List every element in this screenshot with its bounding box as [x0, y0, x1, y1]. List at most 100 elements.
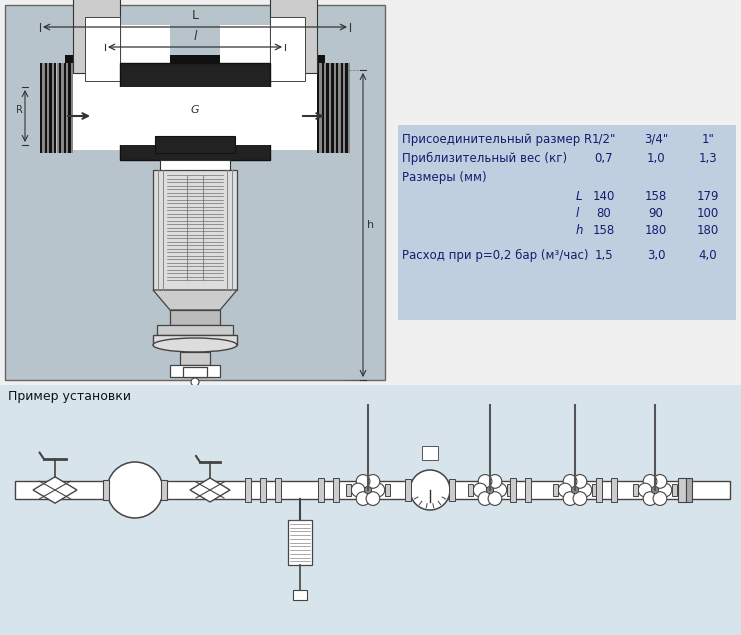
Circle shape	[658, 483, 672, 497]
Bar	[73, 0, 120, 73]
Bar	[160, 160, 230, 215]
Bar	[318, 478, 324, 502]
Text: G: G	[190, 105, 199, 115]
Bar	[270, 0, 317, 73]
Text: 1,3: 1,3	[699, 152, 717, 165]
Polygon shape	[33, 477, 77, 503]
Bar	[288, 520, 312, 565]
Bar	[468, 484, 473, 497]
Bar	[348, 63, 350, 153]
Bar	[336, 63, 338, 153]
Bar	[56, 63, 59, 153]
Circle shape	[486, 486, 494, 493]
Polygon shape	[153, 290, 237, 310]
Text: Размеры (мм): Размеры (мм)	[402, 171, 487, 184]
Bar	[672, 484, 677, 497]
Text: 0,7: 0,7	[595, 152, 614, 165]
Bar	[333, 63, 336, 153]
Bar	[62, 63, 64, 153]
Bar	[554, 484, 558, 497]
Bar	[157, 325, 233, 335]
Bar	[170, 365, 220, 377]
Text: 100: 100	[697, 207, 719, 220]
Bar	[15, 481, 730, 499]
Text: L: L	[191, 9, 199, 22]
Text: h: h	[576, 224, 583, 237]
Bar	[220, 25, 317, 85]
Bar	[47, 63, 50, 153]
Circle shape	[493, 483, 507, 497]
Bar	[153, 170, 237, 290]
Bar	[66, 63, 68, 153]
Bar	[686, 478, 692, 502]
Bar	[405, 479, 411, 501]
Bar	[507, 484, 511, 497]
Bar	[0, 385, 741, 635]
Bar	[327, 63, 329, 153]
Text: 179: 179	[697, 190, 720, 203]
Bar	[345, 63, 348, 153]
Circle shape	[563, 474, 577, 488]
Bar	[346, 484, 351, 497]
Bar	[54, 63, 56, 153]
Bar	[398, 125, 736, 320]
Bar	[73, 25, 170, 85]
Text: 90: 90	[648, 207, 663, 220]
Bar	[341, 63, 343, 153]
Bar	[245, 478, 251, 502]
Bar	[343, 63, 345, 153]
Circle shape	[653, 474, 667, 488]
Text: 158: 158	[593, 224, 615, 237]
Text: R: R	[16, 105, 23, 115]
Bar	[293, 590, 307, 600]
Text: 1,0: 1,0	[647, 152, 665, 165]
Text: l: l	[193, 30, 197, 43]
Polygon shape	[190, 478, 230, 502]
Circle shape	[473, 483, 487, 497]
Text: Присоединительный размер R: Присоединительный размер R	[402, 133, 592, 146]
Bar	[385, 484, 390, 497]
Circle shape	[356, 474, 370, 488]
Circle shape	[558, 483, 572, 497]
Circle shape	[571, 486, 579, 493]
Bar	[183, 367, 207, 377]
Text: Расход при р=0,2 бар (м³/час): Расход при р=0,2 бар (м³/час)	[402, 249, 588, 262]
Bar	[324, 63, 327, 153]
Bar	[50, 63, 52, 153]
Text: 3,0: 3,0	[647, 249, 665, 262]
Circle shape	[410, 470, 450, 510]
Bar	[260, 478, 266, 502]
Circle shape	[573, 474, 587, 488]
Bar	[68, 63, 70, 153]
Bar	[329, 63, 331, 153]
Bar	[65, 55, 325, 70]
Text: Пример установки: Пример установки	[8, 390, 131, 403]
Bar	[73, 63, 317, 150]
Text: 80: 80	[597, 207, 611, 220]
Text: 180: 180	[645, 224, 667, 237]
Text: 4,0: 4,0	[699, 249, 717, 262]
Bar	[338, 63, 341, 153]
Bar	[525, 478, 531, 502]
Text: 180: 180	[697, 224, 719, 237]
Bar	[678, 478, 686, 502]
Text: 1": 1"	[702, 133, 714, 146]
Circle shape	[107, 462, 163, 518]
Circle shape	[356, 491, 370, 505]
Bar	[596, 478, 602, 502]
Bar	[449, 479, 455, 501]
Ellipse shape	[153, 338, 237, 352]
Circle shape	[573, 491, 587, 505]
Bar	[180, 352, 210, 365]
Circle shape	[488, 474, 502, 488]
Circle shape	[478, 474, 492, 488]
Bar	[634, 484, 638, 497]
Bar	[333, 478, 339, 502]
Bar	[85, 87, 305, 145]
Bar	[422, 446, 438, 460]
Bar	[64, 63, 66, 153]
Text: L: L	[576, 190, 582, 203]
Bar	[153, 335, 237, 345]
Bar	[103, 480, 109, 500]
Circle shape	[365, 486, 371, 493]
